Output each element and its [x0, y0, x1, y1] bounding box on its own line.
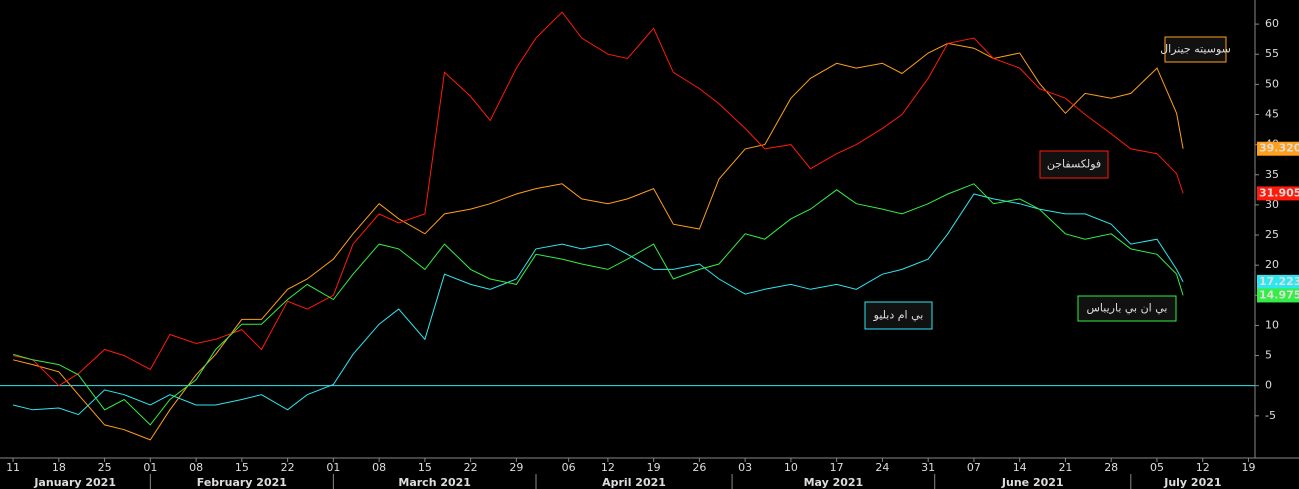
y-tick-label: 5	[1265, 349, 1272, 362]
last-value-label: 39.320	[1259, 142, 1299, 155]
y-tick-label: -5	[1265, 409, 1276, 422]
last-value-box	[1257, 274, 1299, 289]
x-tick-label: 08	[189, 461, 203, 474]
x-tick-label: 21	[1058, 461, 1072, 474]
last-value-box	[1257, 186, 1299, 201]
x-tick-label: 18	[52, 461, 66, 474]
series-line	[12, 11, 1184, 387]
x-tick-label: 22	[281, 461, 295, 474]
series-name-box	[864, 301, 933, 330]
y-tick-label: 30	[1265, 198, 1279, 211]
series-name-box	[1077, 295, 1177, 322]
series-line	[12, 42, 1184, 441]
x-tick-label: 29	[509, 461, 523, 474]
month-label: February 2021	[197, 476, 287, 489]
series-name: بي ان بي باريباس	[1087, 302, 1168, 315]
last-value-box	[1257, 141, 1299, 156]
y-tick-label: 50	[1265, 77, 1279, 90]
x-tick-label: 07	[967, 461, 981, 474]
last-value-label: 17.223	[1259, 275, 1299, 288]
month-label: January 2021	[33, 476, 116, 489]
x-tick-label: 10	[784, 461, 798, 474]
series-line	[12, 193, 1184, 416]
month-label: April 2021	[602, 476, 666, 489]
x-tick-label: 06	[562, 461, 576, 474]
month-label: May 2021	[804, 476, 864, 489]
month-label: March 2021	[398, 476, 471, 489]
last-value-box	[1257, 288, 1299, 303]
y-tick-label: 25	[1265, 228, 1279, 241]
x-tick-label: 25	[98, 461, 112, 474]
series-name-box	[1164, 36, 1227, 63]
series-name: فولكسفاجن	[1047, 158, 1101, 171]
x-tick-label: 19	[1241, 461, 1255, 474]
x-tick-label: 01	[326, 461, 340, 474]
x-tick-label: 03	[738, 461, 752, 474]
y-tick-label: 10	[1265, 318, 1279, 331]
x-tick-label: 17	[830, 461, 844, 474]
x-tick-label: 01	[143, 461, 157, 474]
month-label: June 2021	[1001, 476, 1064, 489]
x-tick-label: 28	[1104, 461, 1118, 474]
x-tick-label: 12	[601, 461, 615, 474]
y-tick-label: 55	[1265, 47, 1279, 60]
x-tick-label: 26	[692, 461, 706, 474]
x-tick-label: 22	[464, 461, 478, 474]
x-tick-label: 19	[647, 461, 661, 474]
series-name: سوسيته جينرال	[1160, 43, 1231, 56]
y-tick-label: 60	[1265, 17, 1279, 30]
x-tick-label: 11	[6, 461, 20, 474]
last-value-label: 14.975	[1259, 288, 1299, 301]
series-name: بي ام دبليو	[873, 309, 924, 322]
series-name-box	[1039, 150, 1109, 179]
y-tick-label: 20	[1265, 258, 1279, 271]
x-tick-label: 15	[418, 461, 432, 474]
month-label: July 2021	[1163, 476, 1221, 489]
x-tick-label: 31	[921, 461, 935, 474]
y-tick-label: 45	[1265, 108, 1279, 121]
last-value-label: 31.905	[1259, 186, 1299, 199]
series-line	[12, 183, 1184, 426]
y-tick-label: 0	[1265, 379, 1272, 392]
x-tick-label: 05	[1150, 461, 1164, 474]
x-tick-label: 15	[235, 461, 249, 474]
x-tick-label: 14	[1013, 461, 1027, 474]
x-tick-label: 12	[1196, 461, 1210, 474]
y-tick-label: 35	[1265, 168, 1279, 181]
x-tick-label: 08	[372, 461, 386, 474]
x-tick-label: 24	[875, 461, 889, 474]
